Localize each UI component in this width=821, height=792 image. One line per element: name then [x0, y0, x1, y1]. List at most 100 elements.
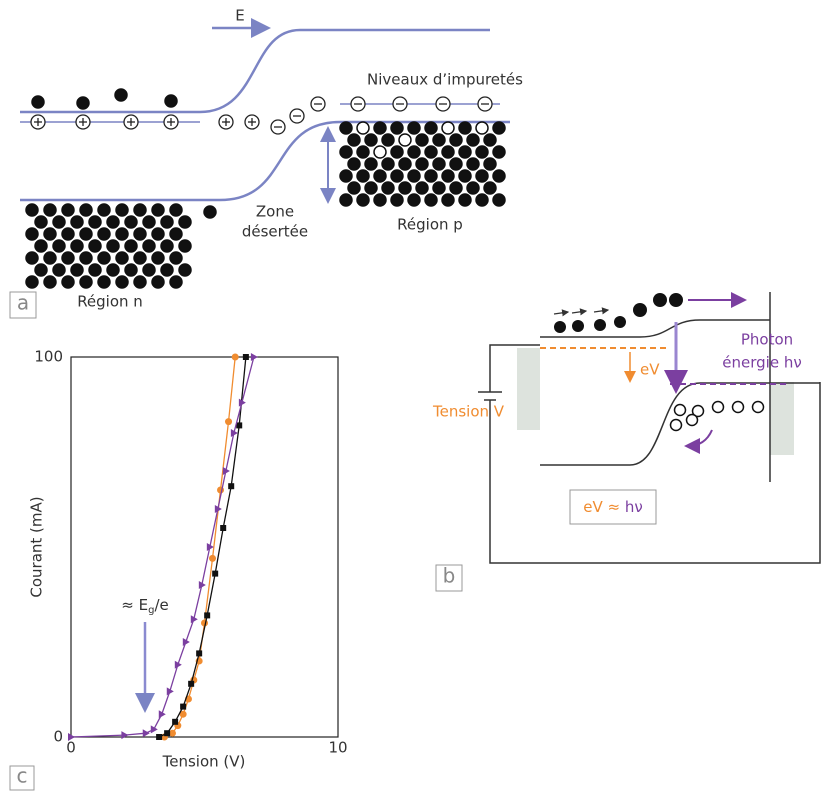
carrier [165, 95, 177, 107]
hole [713, 402, 724, 413]
carrier [365, 134, 377, 146]
panel-a: E Niveaux d’impuretés Zone désertée Régi… [10, 7, 523, 319]
carrier [399, 182, 411, 194]
electron [594, 319, 606, 331]
carrier [26, 252, 38, 264]
annotation-part: ≈ E [121, 596, 148, 614]
plot-frame [71, 357, 338, 737]
annotation-part: /e [154, 596, 168, 614]
photon-label: Photon [741, 331, 793, 349]
impurity-label: Niveaux d’impuretés [367, 71, 523, 89]
carrier [493, 146, 505, 158]
field-label: E [235, 7, 244, 25]
carrier [442, 194, 454, 206]
carrier [80, 204, 92, 216]
carrier [493, 122, 505, 134]
hole [671, 420, 682, 431]
carrier [493, 194, 505, 206]
carrier [476, 146, 488, 158]
carrier [116, 204, 128, 216]
hole [675, 405, 686, 416]
carrier [161, 216, 173, 228]
carrier [374, 122, 386, 134]
carrier [62, 252, 74, 264]
carrier [416, 158, 428, 170]
carrier [143, 264, 155, 276]
carrier [425, 194, 437, 206]
carrier [408, 146, 420, 158]
carrier [107, 216, 119, 228]
data-point [172, 719, 178, 725]
contact [517, 348, 540, 430]
carrier [62, 276, 74, 288]
series-line [71, 357, 254, 737]
data-point [243, 354, 249, 360]
carrier [399, 134, 411, 146]
p-region-label: Région p [397, 216, 463, 234]
hole [687, 415, 698, 426]
hole [753, 402, 764, 413]
electron [614, 316, 626, 328]
carrier [170, 204, 182, 216]
carrier [408, 122, 420, 134]
carrier [425, 122, 437, 134]
data-point [225, 418, 232, 425]
carrier [44, 276, 56, 288]
carrier [134, 204, 146, 216]
carrier [357, 146, 369, 158]
carrier [416, 182, 428, 194]
y-axis-label: Courant (mA) [28, 496, 46, 597]
x-axis-label: Tension (V) [162, 753, 246, 771]
carrier [53, 216, 65, 228]
carrier [44, 228, 56, 240]
carrier [134, 252, 146, 264]
data-point [220, 525, 226, 531]
carrier [467, 134, 479, 146]
carrier [476, 170, 488, 182]
carrier [125, 264, 137, 276]
carrier [71, 264, 83, 276]
carrier [179, 240, 191, 252]
carrier [433, 134, 445, 146]
data-point [236, 422, 242, 428]
carrier [391, 146, 403, 158]
carrier [115, 89, 127, 101]
carrier [26, 276, 38, 288]
carrier [382, 134, 394, 146]
carrier [374, 146, 386, 158]
carrier [340, 170, 352, 182]
data-point [196, 650, 202, 656]
carrier [374, 194, 386, 206]
relation-part: ≈ [603, 498, 625, 516]
carrier [98, 204, 110, 216]
carrier [170, 252, 182, 264]
carrier [442, 146, 454, 158]
carrier [107, 240, 119, 252]
carrier [382, 182, 394, 194]
carrier [152, 252, 164, 264]
motion-arrow [594, 310, 608, 312]
carrier [26, 204, 38, 216]
carrier [125, 216, 137, 228]
relation: eV ≈ hν [583, 498, 643, 516]
carrier [170, 276, 182, 288]
carrier [53, 264, 65, 276]
electron [669, 293, 683, 307]
carrier [340, 194, 352, 206]
carrier [348, 158, 360, 170]
carrier [493, 170, 505, 182]
carrier [62, 228, 74, 240]
data-point [180, 704, 186, 710]
carrier [357, 122, 369, 134]
carrier [348, 134, 360, 146]
carrier [44, 252, 56, 264]
carrier [89, 240, 101, 252]
carrier [26, 228, 38, 240]
carrier [98, 228, 110, 240]
motion-arrow [572, 311, 586, 313]
carrier [450, 158, 462, 170]
carrier [152, 204, 164, 216]
electron [554, 321, 566, 333]
carrier [35, 264, 47, 276]
